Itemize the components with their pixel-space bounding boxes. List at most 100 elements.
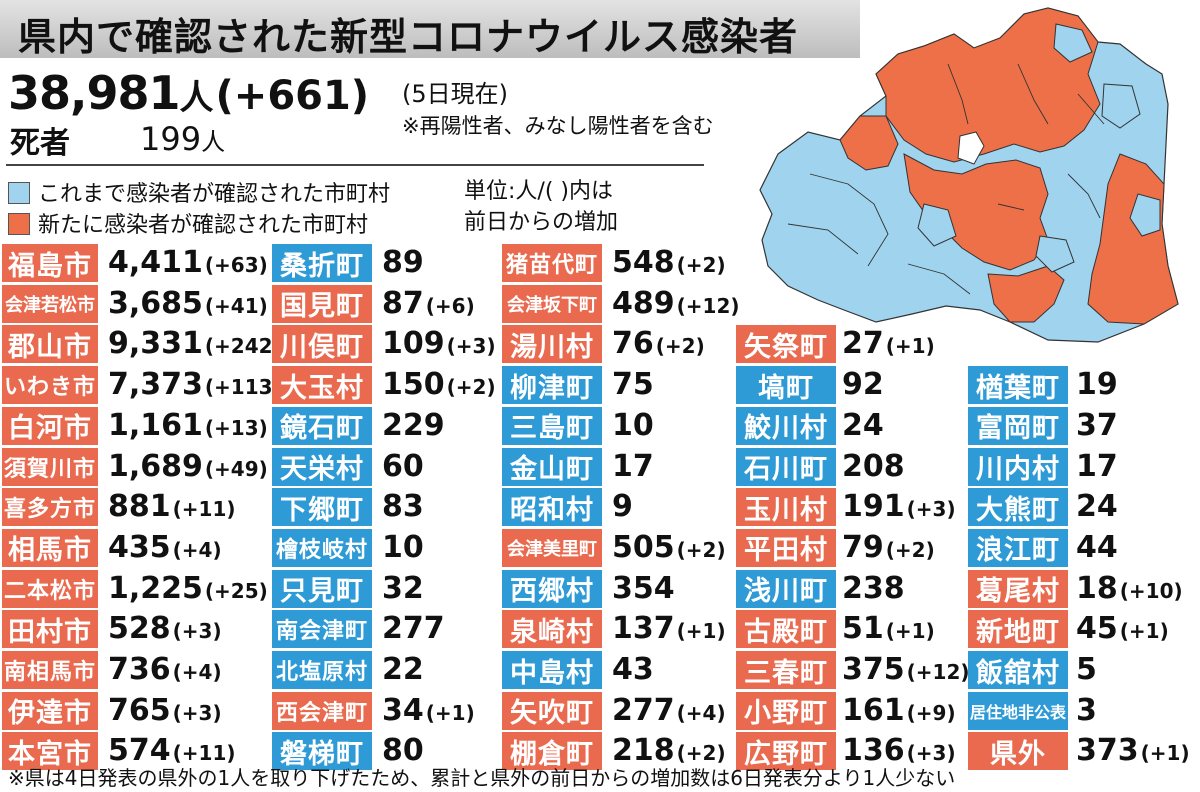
case-count: 32: [382, 570, 424, 606]
municipality-value: 51 (+1): [842, 610, 935, 648]
case-count: 24: [1076, 489, 1118, 525]
municipality-name: いわき市: [2, 366, 98, 405]
case-count: 75: [612, 367, 654, 403]
municipality-cell: 三島町 10: [502, 406, 802, 445]
municipality-cell: 中島村 43: [502, 651, 802, 689]
municipality-value: 435 (+4): [108, 529, 222, 567]
municipality-name: 只見町: [272, 569, 372, 608]
municipality-cell: 大熊町 24: [968, 488, 1200, 527]
municipality-value: 229: [382, 407, 445, 445]
municipality-name: 三春町: [736, 651, 836, 689]
municipality-cell: 南相馬市 736 (+4): [2, 651, 302, 689]
case-increase: (+3): [906, 497, 956, 522]
case-count: 354: [612, 570, 675, 606]
map-pocket-north-top: [1053, 23, 1093, 63]
municipality-cell: 富岡町 37: [968, 406, 1200, 445]
case-count: 45: [1076, 611, 1118, 647]
case-count: 1,161: [108, 407, 203, 443]
municipality-name: 浅川町: [736, 569, 836, 608]
unit-note-line1: 単位:人/( )内は: [464, 179, 613, 204]
municipality-value: 83: [382, 488, 424, 526]
municipality-cell: 矢祭町 27 (+1): [736, 325, 1036, 364]
municipality-value: 37: [1076, 407, 1118, 445]
municipality-value: 27 (+1): [842, 325, 935, 363]
municipality-value: 489 (+12): [612, 285, 740, 323]
case-count: 19: [1076, 367, 1118, 403]
municipality-value: 45 (+1): [1076, 610, 1169, 648]
case-count: 89: [382, 245, 424, 280]
map-pocket-coast: [1129, 193, 1161, 237]
municipality-name: 富岡町: [968, 406, 1068, 445]
municipality-name: 小野町: [736, 691, 836, 730]
case-count: 373: [1076, 733, 1139, 769]
municipality-value: 34 (+1): [382, 692, 475, 730]
municipality-name: 棚倉町: [502, 732, 602, 771]
case-count: 218: [612, 733, 675, 769]
municipality-value: 22: [382, 651, 424, 689]
case-count: 137: [612, 611, 675, 647]
map-pocket-central-west: [917, 203, 957, 247]
case-count: 87: [382, 285, 424, 321]
municipality-name: 広野町: [736, 732, 836, 771]
case-count: 3,685: [108, 285, 203, 321]
municipality-name: 桑折町: [272, 244, 372, 282]
case-count: 17: [1076, 448, 1118, 484]
case-count: 60: [382, 448, 424, 484]
municipality-value: 150 (+2): [382, 366, 496, 404]
case-count: 76: [612, 326, 654, 362]
municipality-cell: 平田村 79 (+2): [736, 528, 1036, 567]
municipality-name: 矢祭町: [736, 325, 836, 364]
municipality-value: 218 (+2): [612, 732, 726, 770]
municipality-name: 新地町: [968, 610, 1068, 649]
municipality-name: 鮫川村: [736, 406, 836, 445]
municipality-cell: 福島市 4,411 (+63): [2, 244, 302, 282]
municipality-value: 10: [612, 407, 654, 445]
municipality-cell: 県外 373 (+1): [968, 732, 1200, 771]
municipality-value: 881 (+11): [108, 488, 236, 526]
deaths-value: 199人: [140, 120, 225, 158]
municipality-name: 柳津町: [502, 366, 602, 405]
municipality-value: 89: [382, 244, 424, 282]
municipality-name: 県外: [968, 732, 1068, 771]
municipality-name: 西郷村: [502, 569, 602, 608]
case-increase: (+63): [204, 253, 268, 277]
case-count: 10: [382, 529, 424, 565]
municipality-name: 浪江町: [968, 528, 1068, 567]
case-increase: (+1): [1140, 741, 1190, 766]
municipality-cell: 昭和村 9: [502, 488, 802, 527]
municipality-name: 川俣町: [272, 325, 372, 364]
municipality-name: 鏡石町: [272, 406, 372, 445]
municipality-cell: 相馬市 435 (+4): [2, 528, 302, 567]
municipality-value: 43: [612, 651, 654, 689]
municipality-cell: 新地町 45 (+1): [968, 610, 1200, 649]
municipality-name: 相馬市: [2, 528, 98, 567]
case-count: 277: [612, 692, 675, 728]
map-region-no-cases: [957, 131, 985, 165]
municipality-name: 田村市: [2, 610, 98, 649]
municipality-value: 3: [1076, 692, 1097, 730]
municipality-cell: 浪江町 44: [968, 528, 1200, 567]
municipality-name: 天栄村: [272, 447, 372, 486]
deaths-unit: 人: [201, 128, 226, 156]
case-count: 3: [1076, 692, 1097, 728]
municipality-value: 4,411 (+63): [108, 244, 268, 282]
municipality-cell: 西会津町 34 (+1): [272, 691, 572, 730]
case-count: 505: [612, 529, 675, 565]
municipality-cell: 金山町 17: [502, 447, 802, 486]
municipality-value: 60: [382, 448, 424, 486]
case-increase: (+242): [204, 334, 282, 359]
municipality-cell: いわき市 7,373 (+113): [2, 366, 302, 405]
legend-existing-label: これまで感染者が確認された市町村: [38, 182, 391, 207]
municipality-cell: 大玉村 150 (+2): [272, 366, 572, 405]
municipality-value: 375 (+12): [842, 651, 970, 689]
map-region-west-north: [839, 115, 899, 171]
case-count: 191: [842, 489, 905, 525]
municipality-name: 国見町: [272, 284, 372, 323]
municipality-value: 373 (+1): [1076, 732, 1190, 770]
municipality-value: 18 (+10): [1076, 570, 1183, 608]
municipality-name: 檜枝岐村: [272, 528, 372, 567]
case-increase: (+3): [446, 334, 496, 359]
case-increase: (+2): [655, 334, 705, 359]
municipality-value: 5: [1076, 651, 1097, 689]
municipality-name: 郡山市: [2, 325, 98, 364]
